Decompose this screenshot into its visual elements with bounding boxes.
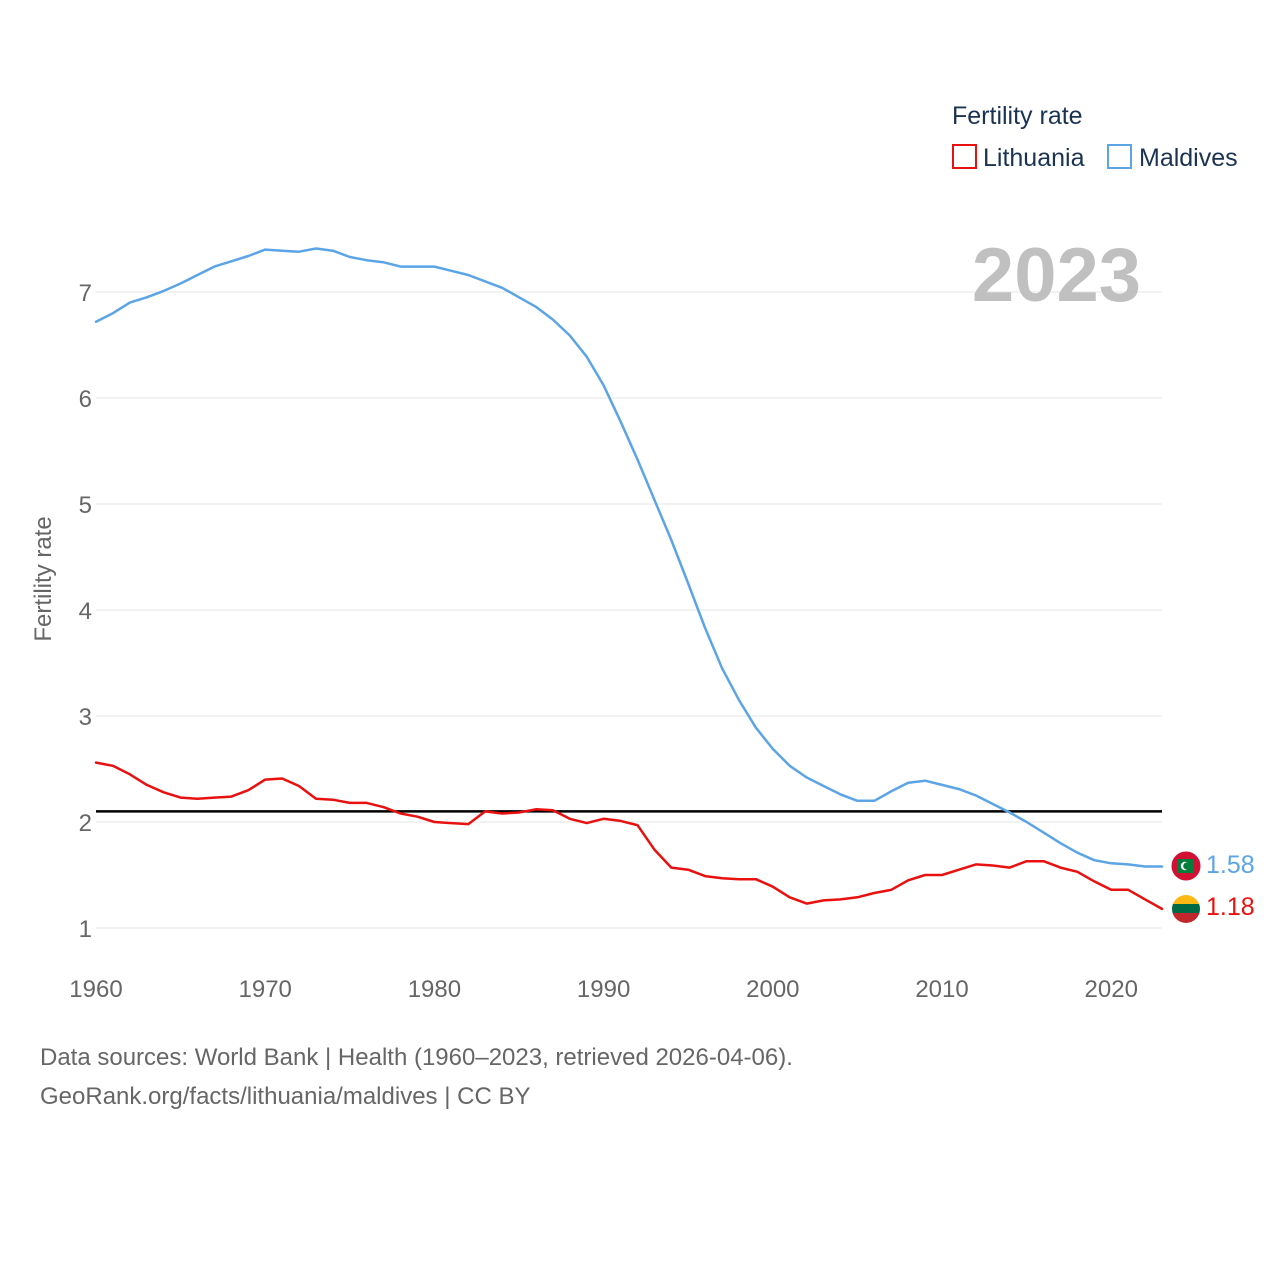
- series-lines: [94, 247, 1164, 911]
- legend-swatch-lithuania: [952, 144, 977, 169]
- lithuania-flag-icon: [1172, 895, 1200, 923]
- series-line-maldives[interactable]: [94, 247, 1164, 868]
- y-tick-label: 4: [79, 598, 92, 625]
- legend-item-maldives[interactable]: Maldives: [1107, 144, 1238, 172]
- legend-label-maldives: Maldives: [1139, 144, 1238, 172]
- legend-item-lithuania[interactable]: Lithuania: [952, 144, 1085, 172]
- series-line-lithuania[interactable]: [94, 761, 1164, 911]
- legend-title: Fertility rate: [952, 102, 1083, 130]
- x-tick-label: 2000: [746, 976, 799, 1003]
- y-tick-label: 2: [79, 810, 92, 837]
- y-tick-label: 3: [79, 704, 92, 731]
- data-source-note: Data sources: World Bank | Health (1960–…: [40, 1044, 793, 1071]
- end-value-lithuania: 1.18: [1206, 893, 1255, 921]
- x-tick-label: 2010: [915, 976, 968, 1003]
- legend: Fertility rate Lithuania Maldives: [952, 102, 1238, 172]
- legend-label-lithuania: Lithuania: [983, 144, 1085, 172]
- current-year-label: 2023: [972, 233, 1141, 318]
- x-tick-label: 1980: [408, 976, 461, 1003]
- x-tick-label: 1960: [69, 976, 122, 1003]
- attribution-link[interactable]: GeoRank.org/facts/lithuania/maldives | C…: [40, 1083, 531, 1110]
- y-axis-title: Fertility rate: [30, 516, 57, 641]
- x-axis-ticks: 1960 1970 1980 1990 2000 2010 2020: [69, 976, 1138, 1003]
- y-tick-label: 6: [79, 386, 92, 413]
- x-tick-label: 2020: [1085, 976, 1138, 1003]
- maldives-flag-icon: [1172, 852, 1200, 880]
- y-tick-label: 5: [79, 492, 92, 519]
- y-tick-label: 7: [79, 280, 92, 307]
- end-value-maldives: 1.58: [1206, 851, 1255, 879]
- y-tick-label: 1: [79, 916, 92, 943]
- x-tick-label: 1990: [577, 976, 630, 1003]
- grid-lines: [96, 291, 1162, 929]
- legend-swatch-maldives: [1107, 144, 1132, 169]
- x-tick-label: 1970: [239, 976, 292, 1003]
- y-axis-ticks: 1 2 3 4 5 6 7: [79, 280, 92, 943]
